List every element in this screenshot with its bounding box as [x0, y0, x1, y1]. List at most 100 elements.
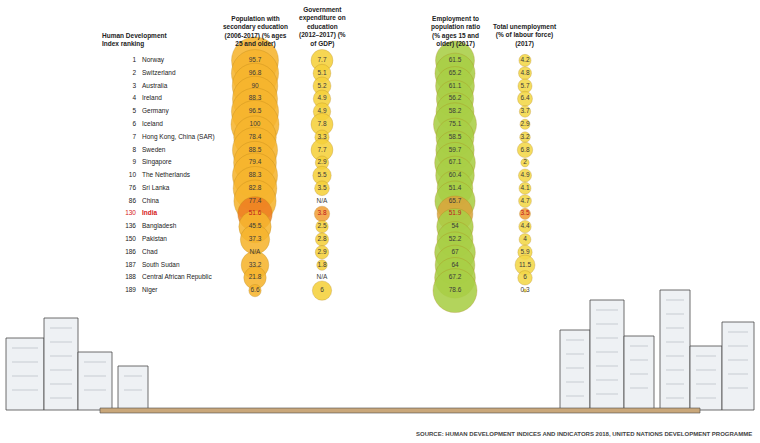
svg-text:Human DevelopmentIndex ranking: Human DevelopmentIndex ranking: [102, 32, 167, 48]
svg-text:6.4: 6.4: [520, 94, 529, 101]
svg-text:3.2: 3.2: [520, 133, 529, 140]
svg-text:3.5: 3.5: [317, 184, 326, 191]
svg-text:60.4: 60.4: [449, 171, 462, 178]
svg-text:Australia: Australia: [142, 82, 168, 89]
svg-text:Germany: Germany: [142, 107, 169, 115]
svg-text:5: 5: [132, 107, 136, 114]
svg-text:5.2: 5.2: [317, 82, 326, 89]
svg-text:SOURCE: HUMAN DEVELOPMENT INDI: SOURCE: HUMAN DEVELOPMENT INDICES AND IN…: [416, 431, 752, 437]
svg-text:67.2: 67.2: [449, 273, 462, 280]
svg-text:67: 67: [451, 248, 459, 255]
svg-text:88.3: 88.3: [249, 171, 262, 178]
svg-text:Iceland: Iceland: [142, 120, 163, 127]
svg-text:88.5: 88.5: [249, 146, 262, 153]
svg-text:1: 1: [132, 56, 136, 63]
svg-text:Ireland: Ireland: [142, 94, 162, 101]
svg-text:Total unemployment(% of labour: Total unemployment(% of labour force)(20…: [493, 23, 557, 48]
svg-text:Sweden: Sweden: [142, 146, 166, 153]
svg-text:Central African Republic: Central African Republic: [142, 273, 212, 281]
svg-text:54: 54: [451, 222, 459, 229]
svg-text:4.9: 4.9: [317, 107, 326, 114]
svg-text:4.8: 4.8: [520, 69, 529, 76]
svg-text:186: 186: [125, 248, 136, 255]
svg-text:6: 6: [523, 273, 527, 280]
svg-text:7.7: 7.7: [317, 146, 326, 153]
svg-text:1.8: 1.8: [317, 261, 326, 268]
svg-text:4.7: 4.7: [520, 197, 529, 204]
svg-text:77.4: 77.4: [249, 197, 262, 204]
svg-text:90: 90: [251, 82, 259, 89]
svg-text:Niger: Niger: [142, 286, 158, 294]
svg-text:Governmentexpenditure oneducat: Governmentexpenditure oneducation(2012–2…: [299, 6, 346, 48]
svg-text:4.1: 4.1: [520, 184, 529, 191]
svg-text:3.8: 3.8: [317, 209, 326, 216]
svg-text:Sri Lanka: Sri Lanka: [142, 184, 170, 191]
svg-text:5.7: 5.7: [520, 82, 529, 89]
svg-text:7: 7: [132, 133, 136, 140]
svg-text:6.6: 6.6: [250, 286, 259, 293]
svg-text:95.7: 95.7: [249, 56, 262, 63]
svg-text:4: 4: [523, 235, 527, 242]
svg-text:The Netherlands: The Netherlands: [142, 171, 191, 178]
svg-text:3.3: 3.3: [317, 133, 326, 140]
svg-text:65.2: 65.2: [449, 69, 462, 76]
svg-text:67.1: 67.1: [449, 158, 462, 165]
svg-text:11.5: 11.5: [519, 261, 532, 268]
svg-text:78.6: 78.6: [449, 286, 462, 293]
svg-text:59.7: 59.7: [449, 146, 462, 153]
svg-text:Employment topopulation ratio(: Employment topopulation ratio(% ages 15 …: [431, 15, 480, 48]
svg-text:2.9: 2.9: [317, 158, 326, 165]
svg-text:188: 188: [125, 273, 136, 280]
svg-text:N/A: N/A: [317, 197, 329, 204]
svg-text:82.8: 82.8: [249, 184, 262, 191]
svg-text:78.4: 78.4: [249, 133, 262, 140]
svg-text:33.2: 33.2: [249, 261, 262, 268]
svg-text:4.9: 4.9: [520, 171, 529, 178]
svg-text:4: 4: [132, 94, 136, 101]
svg-text:61.1: 61.1: [449, 82, 462, 89]
svg-text:45.5: 45.5: [249, 222, 262, 229]
svg-text:189: 189: [125, 286, 136, 293]
svg-text:96.8: 96.8: [249, 69, 262, 76]
svg-text:58.2: 58.2: [449, 107, 462, 114]
svg-text:N/A: N/A: [317, 273, 329, 280]
svg-text:10: 10: [129, 171, 137, 178]
svg-text:7.8: 7.8: [317, 120, 326, 127]
svg-text:South Sudan: South Sudan: [142, 261, 180, 268]
svg-text:0.3: 0.3: [520, 286, 529, 293]
svg-text:Chad: Chad: [142, 248, 158, 255]
svg-text:Singapore: Singapore: [142, 158, 172, 166]
svg-text:5.5: 5.5: [317, 171, 326, 178]
svg-text:India: India: [142, 209, 158, 216]
svg-text:4.4: 4.4: [520, 222, 529, 229]
svg-text:3.7: 3.7: [520, 107, 529, 114]
svg-text:N/A: N/A: [250, 248, 262, 255]
svg-text:2.5: 2.5: [317, 222, 326, 229]
svg-text:Pakistan: Pakistan: [142, 235, 167, 242]
svg-text:88.3: 88.3: [249, 94, 262, 101]
svg-text:2.8: 2.8: [317, 235, 326, 242]
svg-text:4.2: 4.2: [520, 56, 529, 63]
svg-text:51.4: 51.4: [449, 184, 462, 191]
svg-text:2.9: 2.9: [317, 248, 326, 255]
svg-text:5.1: 5.1: [317, 69, 326, 76]
svg-text:21.8: 21.8: [249, 273, 262, 280]
svg-text:5.9: 5.9: [520, 248, 529, 255]
svg-text:3.5: 3.5: [520, 209, 529, 216]
svg-text:2.9: 2.9: [520, 120, 529, 127]
svg-text:2: 2: [523, 158, 527, 165]
svg-text:Hong Kong, China (SAR): Hong Kong, China (SAR): [142, 133, 215, 141]
svg-text:51.6: 51.6: [249, 209, 262, 216]
svg-text:Switzerland: Switzerland: [142, 69, 176, 76]
svg-text:51.9: 51.9: [449, 209, 462, 216]
svg-text:China: China: [142, 197, 159, 204]
svg-text:130: 130: [125, 209, 136, 216]
svg-text:7.7: 7.7: [317, 56, 326, 63]
svg-text:6.8: 6.8: [520, 146, 529, 153]
svg-text:136: 136: [125, 222, 136, 229]
svg-text:Norway: Norway: [142, 56, 165, 64]
svg-text:2: 2: [132, 69, 136, 76]
svg-text:61.5: 61.5: [449, 56, 462, 63]
svg-text:3: 3: [132, 82, 136, 89]
svg-text:86: 86: [129, 197, 137, 204]
